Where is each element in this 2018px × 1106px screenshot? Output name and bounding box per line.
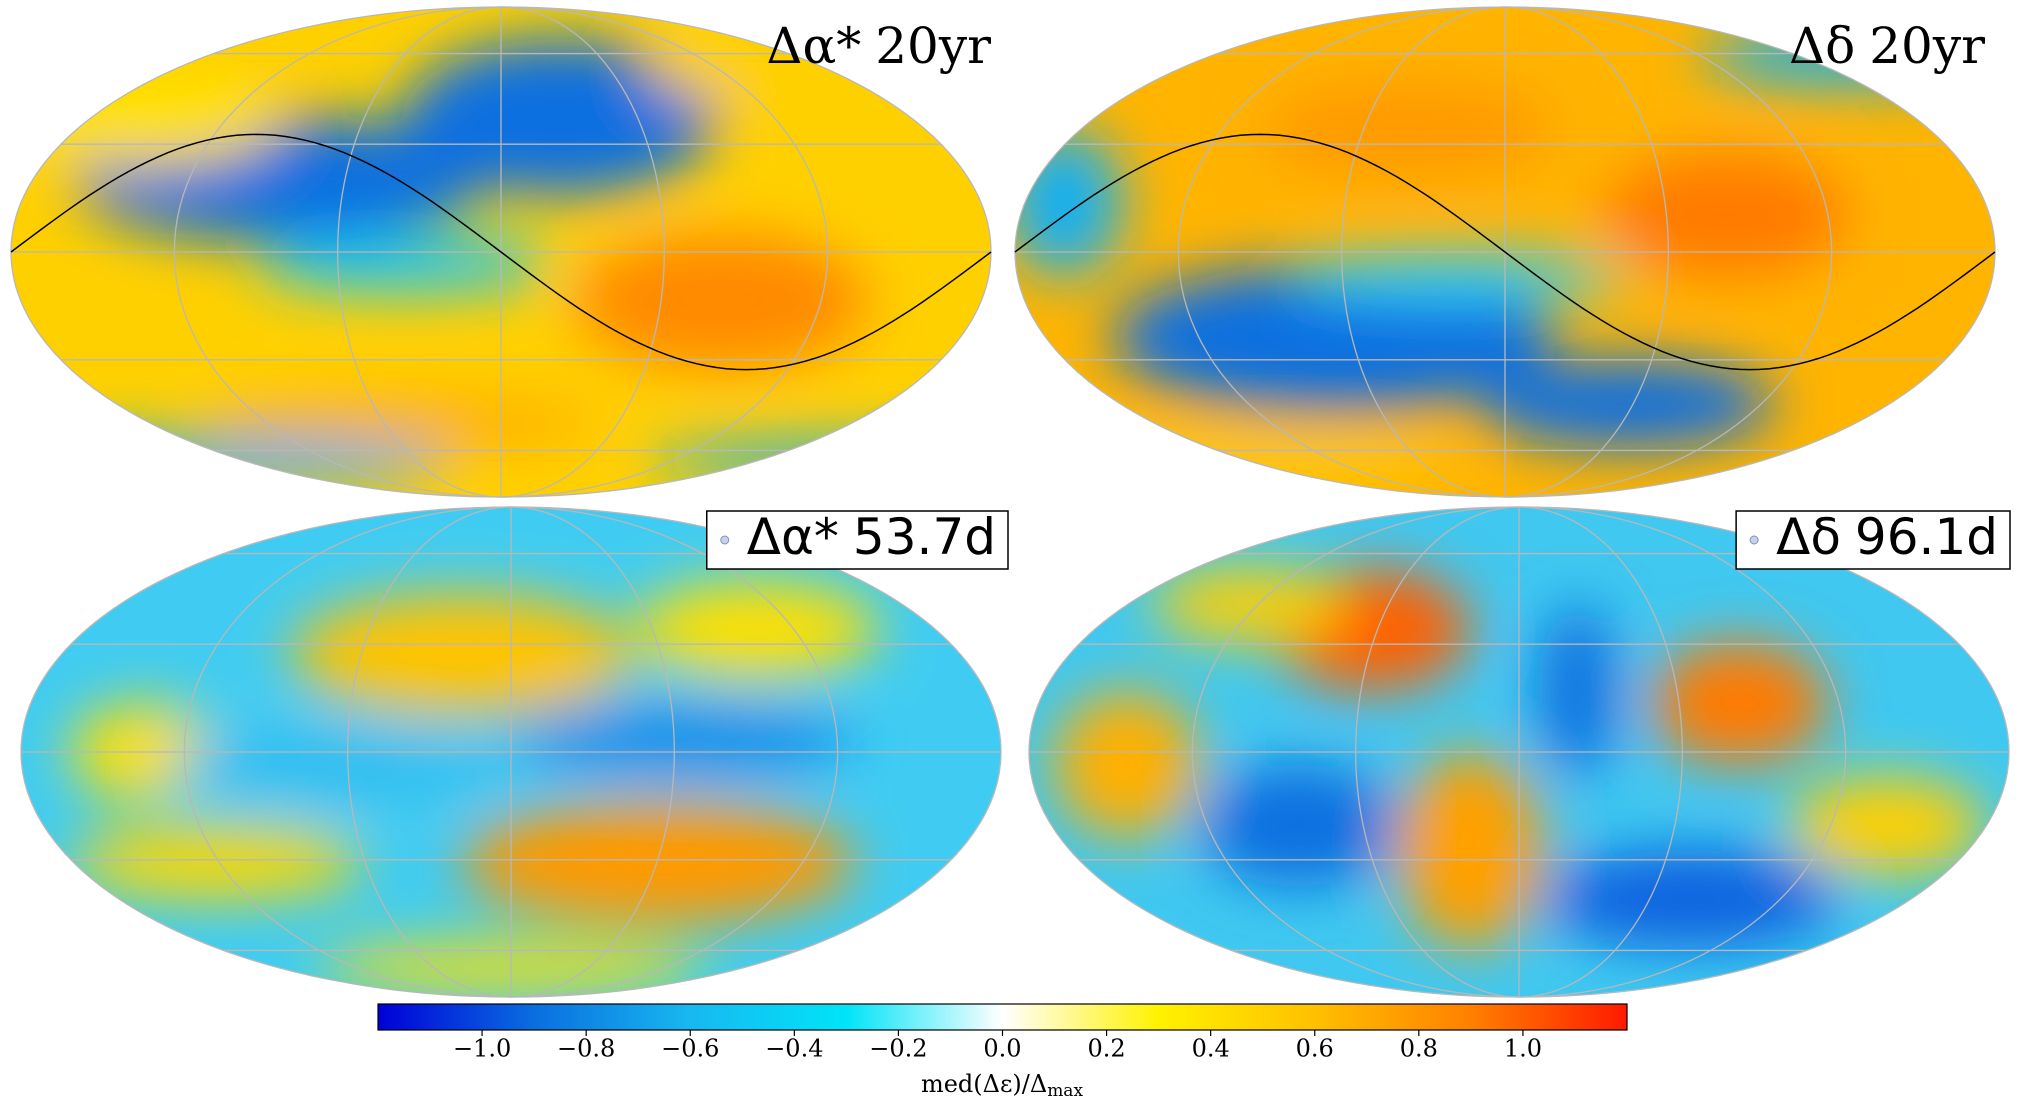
sky-map: [1028, 506, 2010, 998]
colorbar-tick-label: −0.2: [869, 1035, 927, 1063]
colorbar-label: med(Δε)/Δmax: [921, 1070, 1083, 1101]
legend-marker: [1749, 535, 1759, 545]
colorbar-tick-label: −0.4: [765, 1035, 823, 1063]
panel-title: Δα* 53.7d: [747, 508, 996, 566]
map-region: [11, 68, 281, 167]
map-region: [256, 234, 550, 294]
panel-quantity: Δα*: [766, 17, 861, 75]
map-region: [1603, 154, 1848, 277]
colorbar-tick-label: 0.0: [983, 1035, 1021, 1063]
map-region: [1015, 129, 1123, 277]
panel-title: Δδ 20yr: [1789, 17, 1985, 75]
panel-title: Δα* 20yr: [766, 17, 991, 75]
panel-span: 20yr: [875, 17, 991, 75]
sky-map: [20, 506, 1002, 998]
map-region: [1260, 80, 1554, 179]
panel-title-box: [1735, 510, 2011, 570]
colorbar-label-sub: max: [1047, 1081, 1083, 1101]
map-region: [1538, 605, 1618, 777]
map-region: [1651, 641, 1828, 765]
panel-span: 20yr: [1869, 17, 1985, 75]
map-region: [1064, 440, 1456, 480]
map-region: [1053, 690, 1201, 838]
map-pattern: [70, 580, 879, 993]
map-region: [1200, 764, 1397, 887]
map-region: [403, 38, 717, 196]
colorbar-tick-label: −1.0: [453, 1035, 511, 1063]
colorbar-tick-label: 0.8: [1400, 1035, 1438, 1063]
map-region: [290, 592, 634, 716]
colorbar-tick-label: 0.4: [1192, 1035, 1230, 1063]
map-region: [1396, 752, 1544, 948]
panel-span: 53.7d: [853, 508, 996, 566]
ecliptic: [10, 133, 992, 371]
ecliptic: [1014, 133, 1996, 371]
colorbar: [377, 1003, 1628, 1031]
colorbar-label-main: med(Δε)/Δ: [921, 1070, 1047, 1098]
sky-map: [1014, 6, 1996, 498]
map-region: [1113, 264, 1554, 412]
map-region: [1480, 359, 1775, 448]
map-region: [633, 580, 879, 679]
map-region: [1284, 252, 1628, 301]
map-region: [1788, 776, 1985, 875]
map-region: [1151, 568, 1348, 642]
panel-quantity: Δα*: [747, 508, 839, 566]
panel-title: Δδ 96.1d: [1776, 508, 1998, 566]
colorbar-tick-label: 0.2: [1087, 1035, 1125, 1063]
map-region: [70, 825, 364, 899]
panel-quantity: Δδ: [1776, 508, 1841, 566]
map-region: [1543, 850, 1838, 948]
map-region: [574, 232, 869, 370]
colorbar-tick-label: 0.6: [1296, 1035, 1334, 1063]
map-region: [462, 801, 854, 924]
panel-span: 96.1d: [1855, 508, 1998, 566]
sky-map: [10, 6, 992, 498]
panel-quantity: Δδ: [1789, 17, 1855, 75]
map-pattern: [1053, 568, 1985, 948]
map-region: [168, 729, 511, 799]
colorbar-tick-label: 1.0: [1504, 1035, 1542, 1063]
panel-title-box: [706, 510, 1009, 570]
colorbar-tick-label: −0.6: [661, 1035, 719, 1063]
map-region: [511, 703, 854, 777]
colorbar-tick-label: −0.8: [557, 1035, 615, 1063]
legend-marker: [720, 535, 730, 545]
